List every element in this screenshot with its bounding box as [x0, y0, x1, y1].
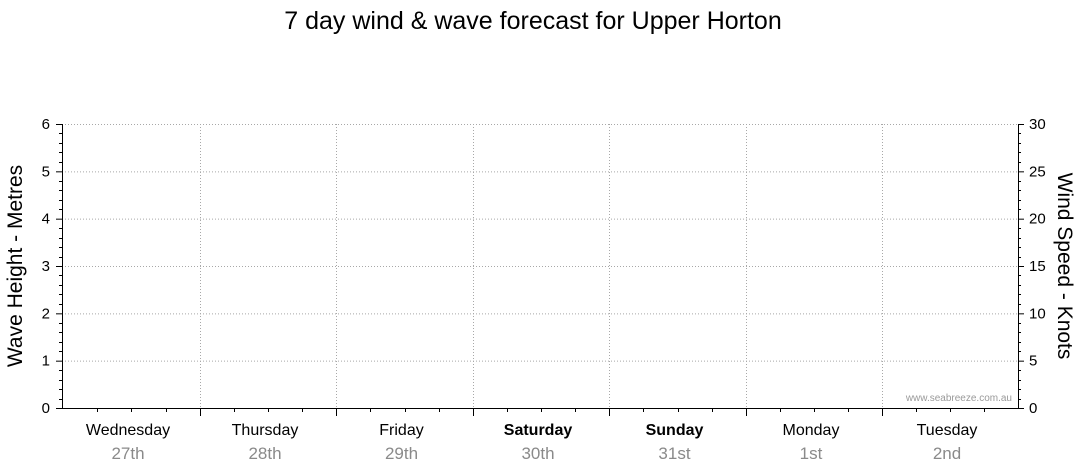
date-label: 30th — [521, 444, 554, 463]
right-tick-label: 0 — [1029, 400, 1037, 417]
day-label: Saturday — [504, 422, 573, 439]
right-tick-label: 10 — [1029, 305, 1046, 322]
left-tick-label: 4 — [42, 211, 50, 228]
chart-title: 7 day wind & wave forecast for Upper Hor… — [284, 7, 781, 35]
day-label: Tuesday — [917, 422, 978, 439]
right-tick-label: 20 — [1029, 211, 1046, 228]
watermark: www.seabreeze.com.au — [905, 393, 1012, 404]
date-label: 31st — [658, 444, 690, 463]
date-label: 27th — [111, 444, 144, 463]
day-label: Friday — [379, 422, 423, 439]
grid-lines — [62, 124, 1018, 408]
right-tick-label: 15 — [1029, 258, 1046, 275]
left-axis-ticks: 0 1 2 3 4 5 6 — [42, 116, 62, 417]
left-tick-label: 2 — [42, 305, 50, 322]
left-tick-label: 3 — [42, 258, 50, 275]
left-tick-label: 6 — [42, 116, 50, 133]
right-axis-ticks: 0 5 10 15 20 25 30 — [1018, 116, 1046, 417]
date-label: 29th — [385, 444, 418, 463]
left-axis-title: Wave Height - Metres — [4, 165, 27, 367]
day-label: Monday — [783, 422, 840, 439]
day-label: Sunday — [646, 422, 704, 439]
date-label: 28th — [248, 444, 281, 463]
axes — [62, 124, 1019, 416]
right-axis-title: Wind Speed - Knots — [1053, 173, 1076, 360]
left-tick-label: 1 — [42, 353, 50, 370]
left-tick-label: 0 — [42, 400, 50, 417]
right-tick-label: 25 — [1029, 163, 1046, 180]
left-tick-label: 5 — [42, 163, 50, 180]
date-label: 2nd — [933, 444, 961, 463]
day-label: Wednesday — [86, 422, 170, 439]
day-label: Thursday — [232, 422, 299, 439]
right-tick-label: 30 — [1029, 116, 1046, 133]
x-axis-labels: Wednesday 27th Thursday 28th Friday 29th Satur… — [86, 422, 977, 463]
right-tick-label: 5 — [1029, 353, 1037, 370]
date-label: 1st — [800, 444, 823, 463]
